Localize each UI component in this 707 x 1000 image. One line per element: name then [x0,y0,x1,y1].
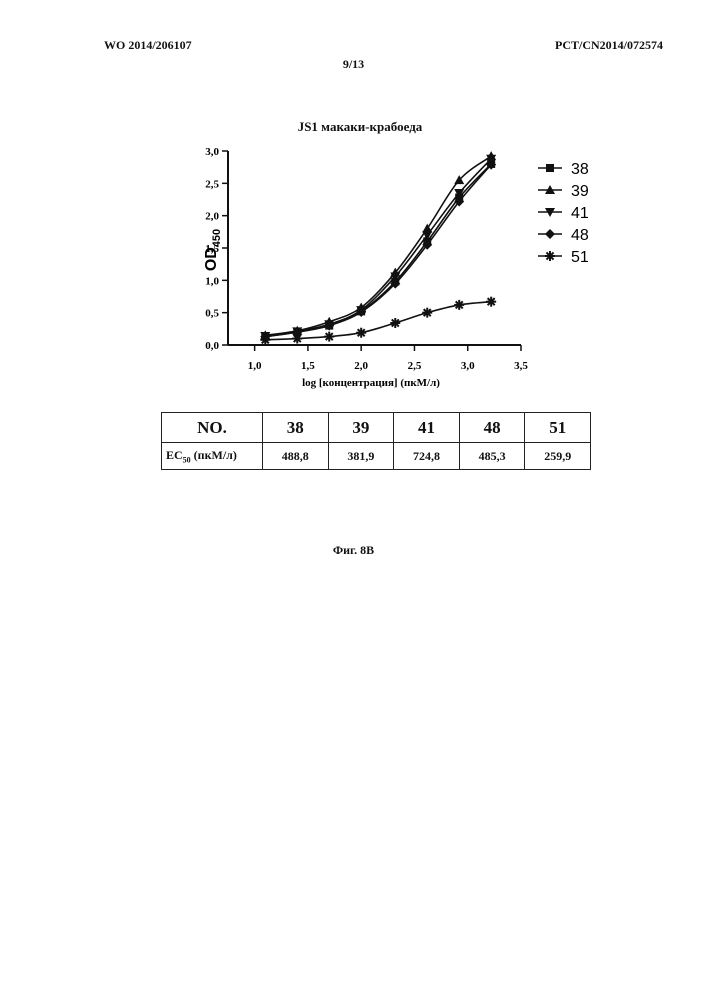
table-header-cell: 51 [525,413,591,443]
legend-marker [546,164,554,172]
series-38 [261,160,495,341]
x-axis-label: log [концентрация] (пкМ/л) [302,377,440,389]
table-header-cell: 48 [459,413,525,443]
data-point [486,297,496,307]
y-axis-label-main: OD [203,247,220,271]
table-cell: 485,3 [459,443,525,470]
chart-series [260,151,496,345]
y-tick-label: 2,0 [205,211,219,223]
legend-label: 41 [571,205,589,222]
figure-caption: Фиг. 8B [0,543,707,558]
data-point [390,318,400,328]
legend-label: 38 [571,161,589,178]
x-tick-label: 1,5 [301,360,315,372]
chart-axes: 1,01,52,02,53,03,50,00,51,01,52,02,53,0 [205,146,528,372]
data-point [260,335,270,345]
legend-item: 39 [538,183,589,200]
x-tick-label: 1,0 [248,360,262,372]
series-line [265,159,491,336]
data-point [292,334,302,344]
ec50-label-subscript: 50 [183,455,191,464]
legend-item: 51 [538,249,589,266]
y-tick-label: 1,0 [205,275,219,287]
y-tick-label: 0,0 [205,340,219,352]
legend-item: 48 [538,227,589,244]
legend-item: 38 [538,161,589,178]
y-tick-label: 0,5 [205,308,219,320]
ec50-label-unit: (пкМ/л) [191,448,237,462]
chart-legend: 38 39 41 48 51 [538,161,589,266]
line-chart: 1,01,52,02,53,03,50,00,51,01,52,02,53,0 … [0,0,707,400]
data-point [454,300,464,310]
table-cell: 724,8 [394,443,460,470]
data-point [324,332,334,342]
table-header-cell: 39 [328,413,394,443]
table-header-cell: 38 [263,413,329,443]
y-tick-label: 2,5 [205,178,219,190]
data-point [356,328,366,338]
series-39 [260,151,496,339]
data-point [422,308,432,318]
y-tick-label: 3,0 [205,146,219,158]
ec50-table: NO. 38 39 41 48 51 EC50 (пкМ/л) 488,8 38… [161,412,591,470]
ec50-row-label: EC50 (пкМ/л) [162,443,263,470]
y-axis-label-subscript: 450 [211,229,223,247]
series-48 [260,160,496,342]
ec50-label: EC [166,448,183,462]
x-tick-label: 3,5 [514,360,528,372]
legend-label: 39 [571,183,589,200]
table-cell: 259,9 [525,443,591,470]
legend-label: 48 [571,227,589,244]
table-cell: 381,9 [328,443,394,470]
table-header-row: NO. 38 39 41 48 51 [162,413,591,443]
x-tick-label: 3,0 [461,360,475,372]
table-header-cell: NO. [162,413,263,443]
table-header-cell: 41 [394,413,460,443]
series-51 [260,297,496,345]
legend-item: 41 [538,205,589,222]
legend-label: 51 [571,249,589,266]
legend-marker [545,251,555,261]
table-row: EC50 (пкМ/л) 488,8 381,9 724,8 485,3 259… [162,443,591,470]
x-tick-label: 2,0 [354,360,368,372]
y-axis-label: OD450 [203,229,223,271]
table-cell: 488,8 [263,443,329,470]
legend-marker [545,229,555,239]
x-tick-label: 2,5 [408,360,422,372]
